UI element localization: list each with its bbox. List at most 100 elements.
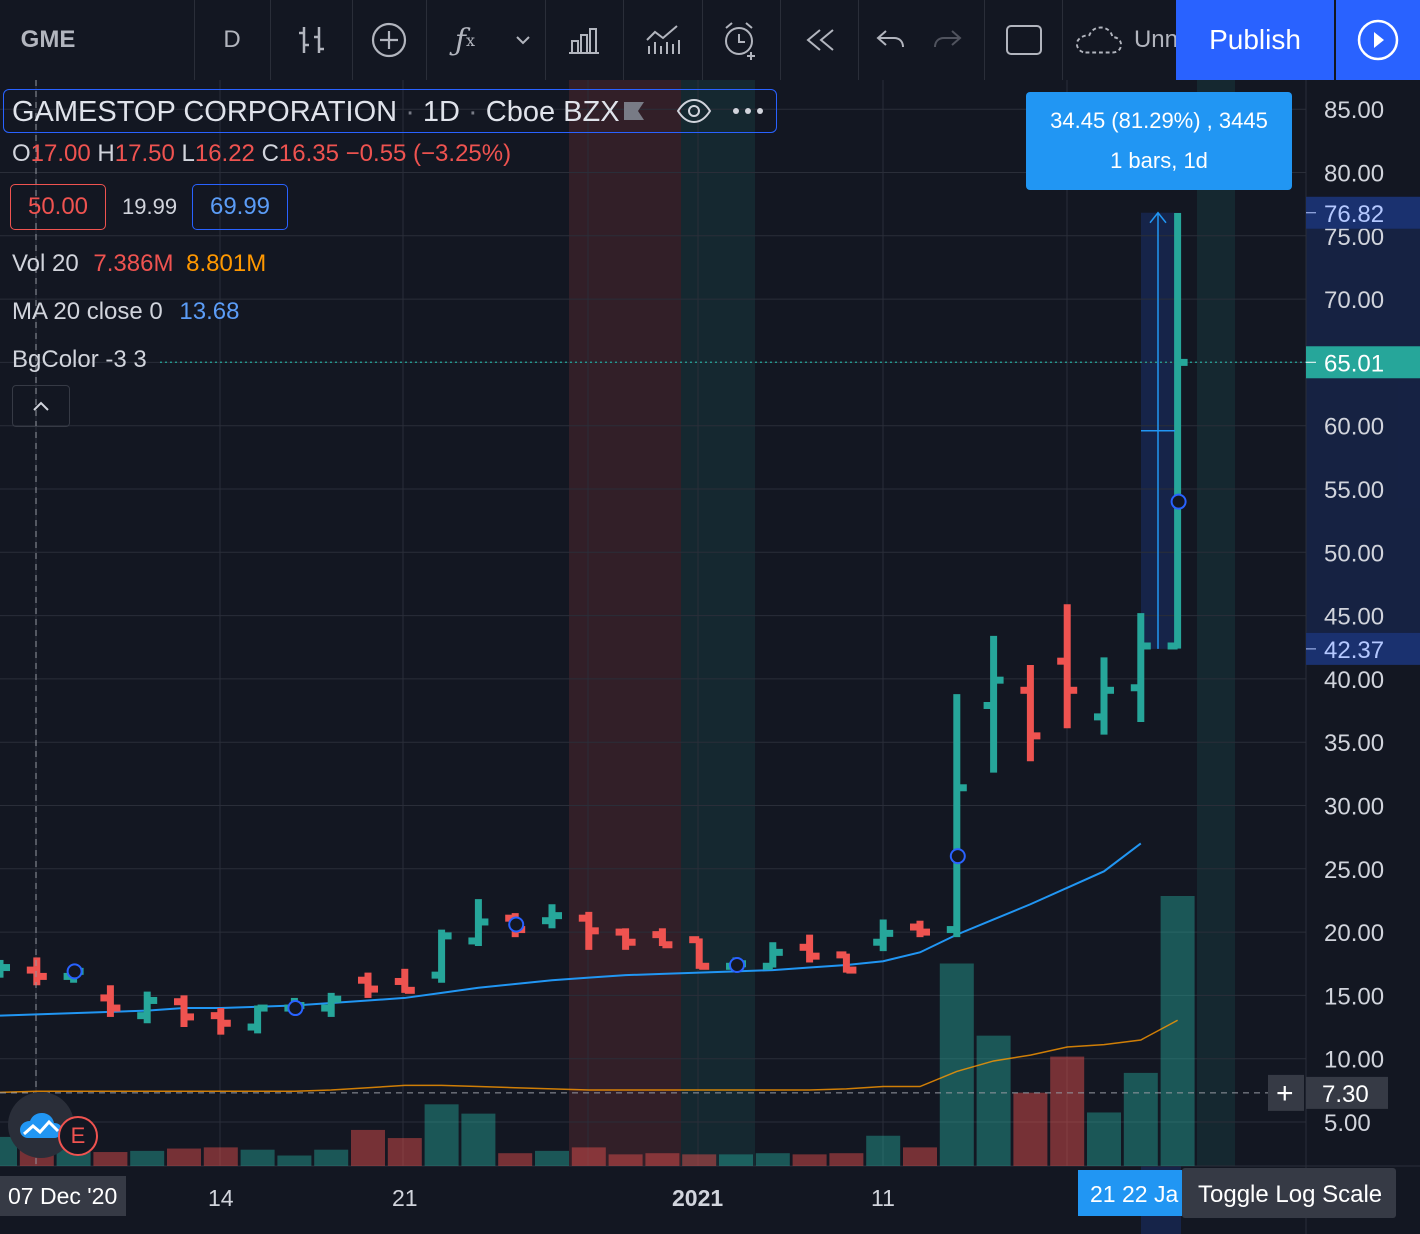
price-tick-label: 5.00 <box>1324 1110 1371 1137</box>
close-value: 16.35 <box>278 140 339 167</box>
price-tick-label: 20.00 <box>1324 920 1384 947</box>
crosshair-price-label: 7.30 <box>1322 1081 1369 1108</box>
cloud-save-button[interactable]: Unn <box>1074 0 1178 80</box>
legend-interval: 1D <box>422 96 460 128</box>
low-value: 16.22 <box>194 140 255 167</box>
bg-zone-green <box>681 80 755 1166</box>
ask-value: 69.99 <box>209 193 271 220</box>
price-label-high: 76.82 <box>1324 201 1384 228</box>
volume-bar <box>829 1153 864 1166</box>
volume-bar <box>314 1149 349 1166</box>
price-tick-label: 70.00 <box>1324 287 1384 314</box>
bg-zone-green-right <box>1197 80 1235 1166</box>
symbol-search-button[interactable]: GME <box>0 0 96 80</box>
price-tick-label: 40.00 <box>1324 667 1384 694</box>
high-label: H <box>97 140 115 167</box>
price-label-high-bg <box>1306 196 1420 229</box>
eye-icon[interactable] <box>676 96 712 126</box>
symbol-legend-box[interactable]: GAMESTOP CORPORATION · 1D · Cboe BZX <box>3 89 777 133</box>
templates-icon[interactable] <box>547 0 621 80</box>
interval-button[interactable]: D <box>196 0 268 80</box>
ma20-line <box>0 842 1142 1017</box>
time-tick-label: 21 <box>392 1185 418 1211</box>
play-icon[interactable] <box>1336 0 1420 80</box>
time-tick-label: 14 <box>208 1185 234 1211</box>
crosshair-plus-button <box>1268 1074 1304 1111</box>
price-tick-label: 55.00 <box>1324 477 1384 504</box>
volume-bar <box>1013 1092 1048 1166</box>
measure-change: 34.45 (81.29%) , 3445 <box>1050 108 1268 133</box>
price-tick-label: 45.00 <box>1324 604 1384 631</box>
volume-bar <box>939 963 974 1166</box>
add-symbol-icon[interactable] <box>354 0 424 80</box>
redo-icon[interactable] <box>918 0 976 80</box>
earnings-marker[interactable]: E <box>58 1116 98 1156</box>
volume-bar <box>976 1035 1011 1166</box>
toggle-log-scale-label: Toggle Log Scale <box>1198 1181 1382 1208</box>
price-chart[interactable]: 85.0080.0075.0070.0065.0060.0055.0050.00… <box>0 80 1420 1234</box>
flag-icon[interactable] <box>622 100 646 122</box>
alarm-clock-icon[interactable] <box>704 0 778 80</box>
rewind-icon[interactable] <box>782 0 858 80</box>
volume-bar <box>387 1138 422 1166</box>
legend-title: GAMESTOP CORPORATION <box>12 96 398 128</box>
measure-tooltip: 34.45 (81.29%) , 3445 1 bars, 1d <box>1026 92 1292 190</box>
volume-bar <box>424 1104 459 1166</box>
more-icon[interactable] <box>730 98 766 124</box>
close-label: C <box>261 140 279 167</box>
ma-legend[interactable]: MA 20 close 0 13.68 <box>12 298 239 326</box>
time-tick-label: 2021 <box>672 1185 723 1211</box>
legend-exchange: Cboe BZX <box>485 96 620 128</box>
crosshair-date-bg <box>0 1176 126 1216</box>
volume-bar <box>1160 896 1195 1166</box>
bg-zone-red <box>569 80 681 1166</box>
volume-bar <box>1087 1112 1121 1166</box>
interval-label: D <box>223 26 241 53</box>
price-tick-label: 85.00 <box>1324 97 1384 124</box>
change-value: −0.55 (−3.25%) <box>345 140 512 167</box>
selected-range-bg <box>1078 1170 1182 1216</box>
pivot-marker <box>729 957 745 974</box>
ma-value: 13.68 <box>179 298 240 325</box>
volume-bar <box>167 1148 201 1166</box>
price-tick-label: 50.00 <box>1324 540 1384 567</box>
chevron-up-icon <box>33 401 49 411</box>
price-label-low: 42.37 <box>1324 637 1384 664</box>
plus-icon: + <box>1276 1077 1294 1110</box>
measure-bars: 1 bars, 1d <box>1110 148 1208 173</box>
price-label-last-bg <box>1306 346 1420 379</box>
bid-value: 50.00 <box>27 193 89 220</box>
bar-style-icon[interactable] <box>272 0 352 80</box>
fullscreen-icon[interactable] <box>986 0 1062 80</box>
undo-icon[interactable] <box>862 0 920 80</box>
publish-button[interactable]: Publish <box>1176 0 1334 80</box>
volume-bar <box>498 1153 533 1166</box>
volume-bar <box>903 1147 937 1166</box>
volume-bar <box>240 1149 275 1166</box>
pivot-marker <box>949 848 966 865</box>
volume-bar <box>608 1154 643 1166</box>
sell-button[interactable]: 50.00 <box>10 184 106 230</box>
volume-legend[interactable]: Vol 20 7.386M 8.801M <box>12 250 266 278</box>
price-tick-label: 15.00 <box>1324 983 1384 1010</box>
selected-range-label: 21 22 Ja <box>1090 1181 1178 1207</box>
bgcolor-legend[interactable]: BgColor -3 3 <box>12 346 147 374</box>
chevron-down-icon[interactable] <box>505 0 541 80</box>
volume-value: 7.386M <box>93 250 174 277</box>
price-label-low-highlight <box>1306 632 1420 665</box>
low-label: L <box>181 140 195 167</box>
bgcolor-label: BgColor -3 3 <box>12 346 147 373</box>
price-label-last: 65.01 <box>1324 350 1384 377</box>
volume-bar <box>1123 1072 1158 1166</box>
collapse-legend-button[interactable] <box>12 385 70 427</box>
financials-icon[interactable] <box>625 0 701 80</box>
pivot-marker <box>1170 493 1187 510</box>
volume-label: Vol 20 <box>12 250 79 277</box>
pivot-marker <box>508 916 525 933</box>
price-tick-label: 30.00 <box>1324 794 1384 821</box>
price-label-high-highlight <box>1306 196 1420 229</box>
pivot-marker <box>66 963 83 980</box>
price-tick-label: 10.00 <box>1324 1047 1384 1074</box>
buy-button[interactable]: 69.99 <box>192 184 288 230</box>
